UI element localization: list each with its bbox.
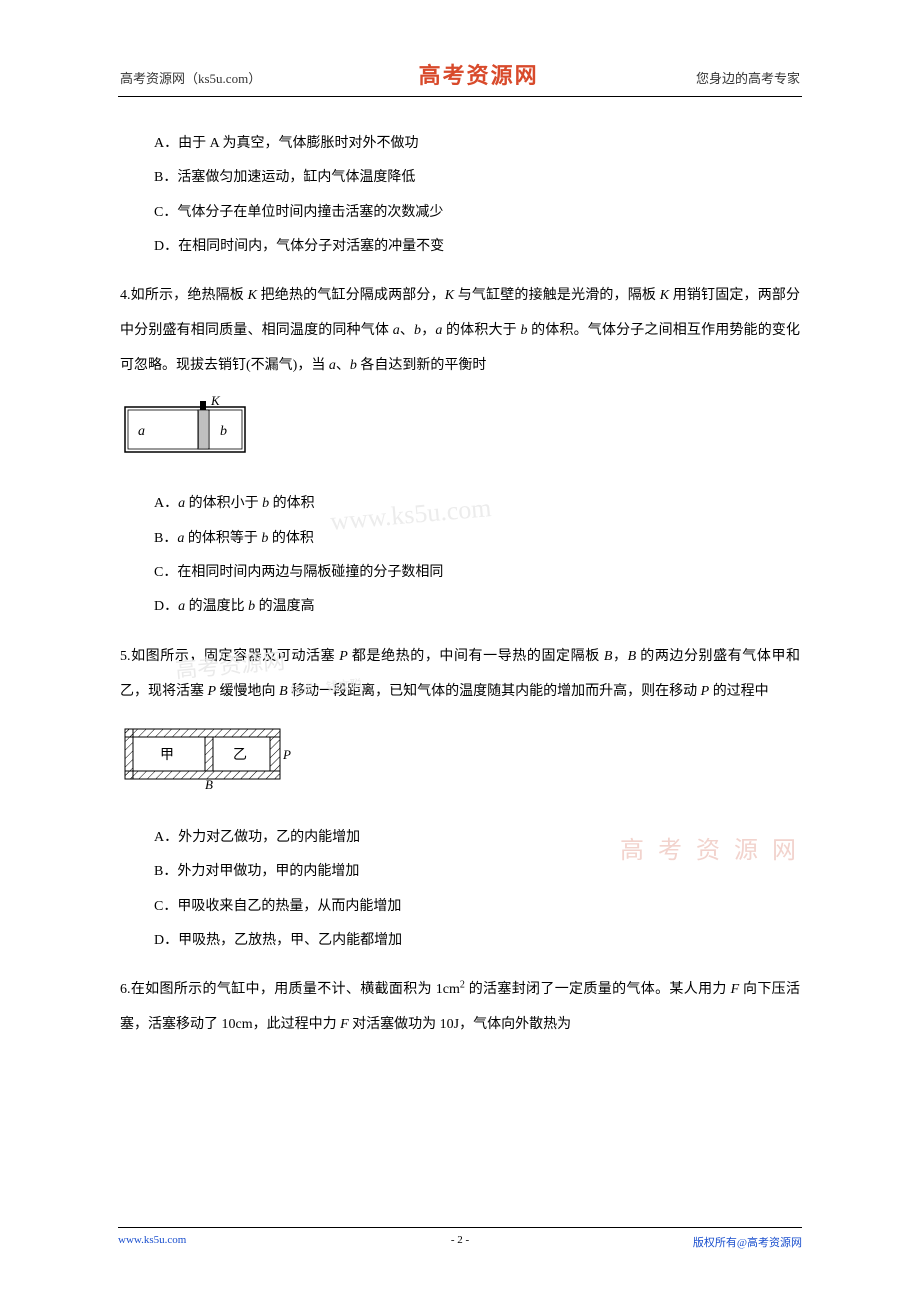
q4-option-c: C．在相同时间内两边与隔板碰撞的分子数相同 <box>120 556 800 590</box>
q4-var-k: K <box>445 288 454 303</box>
q6-text: 对活塞做功为 10J，气体向外散热为 <box>349 1017 571 1032</box>
q5-option-c: C．甲吸收来自乙的热量，从而内能增加 <box>120 890 800 924</box>
q4-opt-d-mid: 的温度比 <box>185 599 248 614</box>
q5-text: 移动一段距离，已知气体的温度随其内能的增加而升高，则在移动 <box>288 684 701 699</box>
q4-var-b: b <box>350 358 357 373</box>
q6-text: 6.在如图所示的气缸中，用质量不计、横截面积为 1cm <box>120 982 460 997</box>
q4-figure-label-k: K <box>210 395 221 408</box>
q4-figure-label-b: b <box>220 424 227 439</box>
q4-text: 的体积大于 <box>442 323 520 338</box>
q5-var-b: B <box>279 684 288 699</box>
header-left-text: 高考资源网（ks5u.com） <box>120 68 261 87</box>
q5-cylinder-diagram: 甲 乙 B P <box>120 721 300 791</box>
q4-option-b: B．a 的体积等于 b 的体积 <box>120 522 800 556</box>
q4-text: 、 <box>400 323 414 338</box>
header-center-title: 高考资源网 <box>419 58 539 90</box>
q3-option-a: A．由于 A 为真空，气体膨胀时对外不做功 <box>120 127 800 161</box>
q4-figure: a b K <box>120 395 800 471</box>
q4-text: 各自达到新的平衡时 <box>357 358 487 373</box>
footer-url: www.ks5u.com <box>118 1234 186 1250</box>
q4-text: 4.如所示，绝热隔板 <box>120 288 248 303</box>
q6-text: 的活塞封闭了一定质量的气体。某人用力 <box>465 982 731 997</box>
q4-opt-a-post: 的体积 <box>269 496 315 511</box>
footer-page-number: - 2 - <box>451 1234 469 1246</box>
q4-option-d: D．a 的温度比 b 的温度高 <box>120 590 800 624</box>
q4-var-b: b <box>414 323 421 338</box>
q4-text: 把绝热的气缸分隔成两部分， <box>257 288 445 303</box>
page-content: A．由于 A 为真空，气体膨胀时对外不做功 B．活塞做匀加速运动，缸内气体温度降… <box>0 97 920 1062</box>
q5-figure-label-jia: 甲 <box>160 748 174 763</box>
q4-option-a: A．a 的体积小于 b 的体积 <box>120 487 800 521</box>
q6-stem: 6.在如图所示的气缸中，用质量不计、横截面积为 1cm2 的活塞封闭了一定质量的… <box>120 972 800 1042</box>
q3-option-b: B．活塞做匀加速运动，缸内气体温度降低 <box>120 161 800 195</box>
q6-var-f: F <box>731 982 740 997</box>
q5-figure-label-p: P <box>282 747 291 762</box>
header-right-text: 您身边的高考专家 <box>696 68 800 87</box>
q5-var-p: P <box>339 649 348 664</box>
q3-option-d: D．在相同时间内，气体分子对活塞的冲量不变 <box>120 230 800 264</box>
q6-var-f: F <box>340 1017 349 1032</box>
q4-opt-a-pre: A． <box>154 496 178 511</box>
q4-figure-label-a: a <box>138 424 145 439</box>
q5-var-b: B <box>628 649 637 664</box>
q5-text: ， <box>612 649 627 664</box>
q4-var-k: K <box>248 288 257 303</box>
q5-text: 的过程中 <box>709 684 769 699</box>
q4-text: ， <box>421 323 435 338</box>
q4-opt-b-pre: B． <box>154 531 177 546</box>
q4-var-a: a <box>393 323 400 338</box>
q5-text: 缓慢地向 <box>216 684 279 699</box>
page-header: 高考资源网（ks5u.com） 高考资源网 您身边的高考专家 <box>118 0 802 97</box>
page-footer: www.ks5u.com - 2 - 版权所有@高考资源网 <box>118 1227 802 1250</box>
q3-option-c: C．气体分子在单位时间内撞击活塞的次数减少 <box>120 196 800 230</box>
q5-var-p: P <box>208 684 217 699</box>
q4-stem: 4.如所示，绝热隔板 K 把绝热的气缸分隔成两部分，K 与气缸壁的接触是光滑的，… <box>120 278 800 383</box>
q4-cylinder-diagram: a b K <box>120 395 250 457</box>
q4-var-k: K <box>660 288 669 303</box>
q4-text: 与气缸壁的接触是光滑的，隔板 <box>454 288 660 303</box>
q5-text: 5.如图所示，固定容器及可动活塞 <box>120 649 339 664</box>
q5-figure-label-yi: 乙 <box>233 747 247 763</box>
q5-figure: 甲 乙 B P <box>120 721 800 805</box>
q5-option-d: D．甲吸热，乙放热，甲、乙内能都增加 <box>120 924 800 958</box>
q5-figure-label-b: B <box>205 777 213 791</box>
q4-opt-a-mid: 的体积小于 <box>185 496 262 511</box>
q4-text: 、 <box>336 358 350 373</box>
q4-opt-b-post: 的体积 <box>268 531 314 546</box>
q4-var-a: a <box>329 358 336 373</box>
q4-opt-d-pre: D． <box>154 599 178 614</box>
q5-option-b: B．外力对甲做功，甲的内能增加 <box>120 855 800 889</box>
q5-text: 都是绝热的，中间有一导热的固定隔板 <box>348 649 604 664</box>
footer-copyright: 版权所有@高考资源网 <box>693 1234 802 1250</box>
q4-opt-b-mid: 的体积等于 <box>184 531 261 546</box>
q4-opt-d-post: 的温度高 <box>255 599 315 614</box>
q5-var-p: P <box>701 684 710 699</box>
q5-stem: 5.如图所示，固定容器及可动活塞 P 都是绝热的，中间有一导热的固定隔板 B，B… <box>120 639 800 709</box>
q5-option-a: A．外力对乙做功，乙的内能增加 <box>120 821 800 855</box>
